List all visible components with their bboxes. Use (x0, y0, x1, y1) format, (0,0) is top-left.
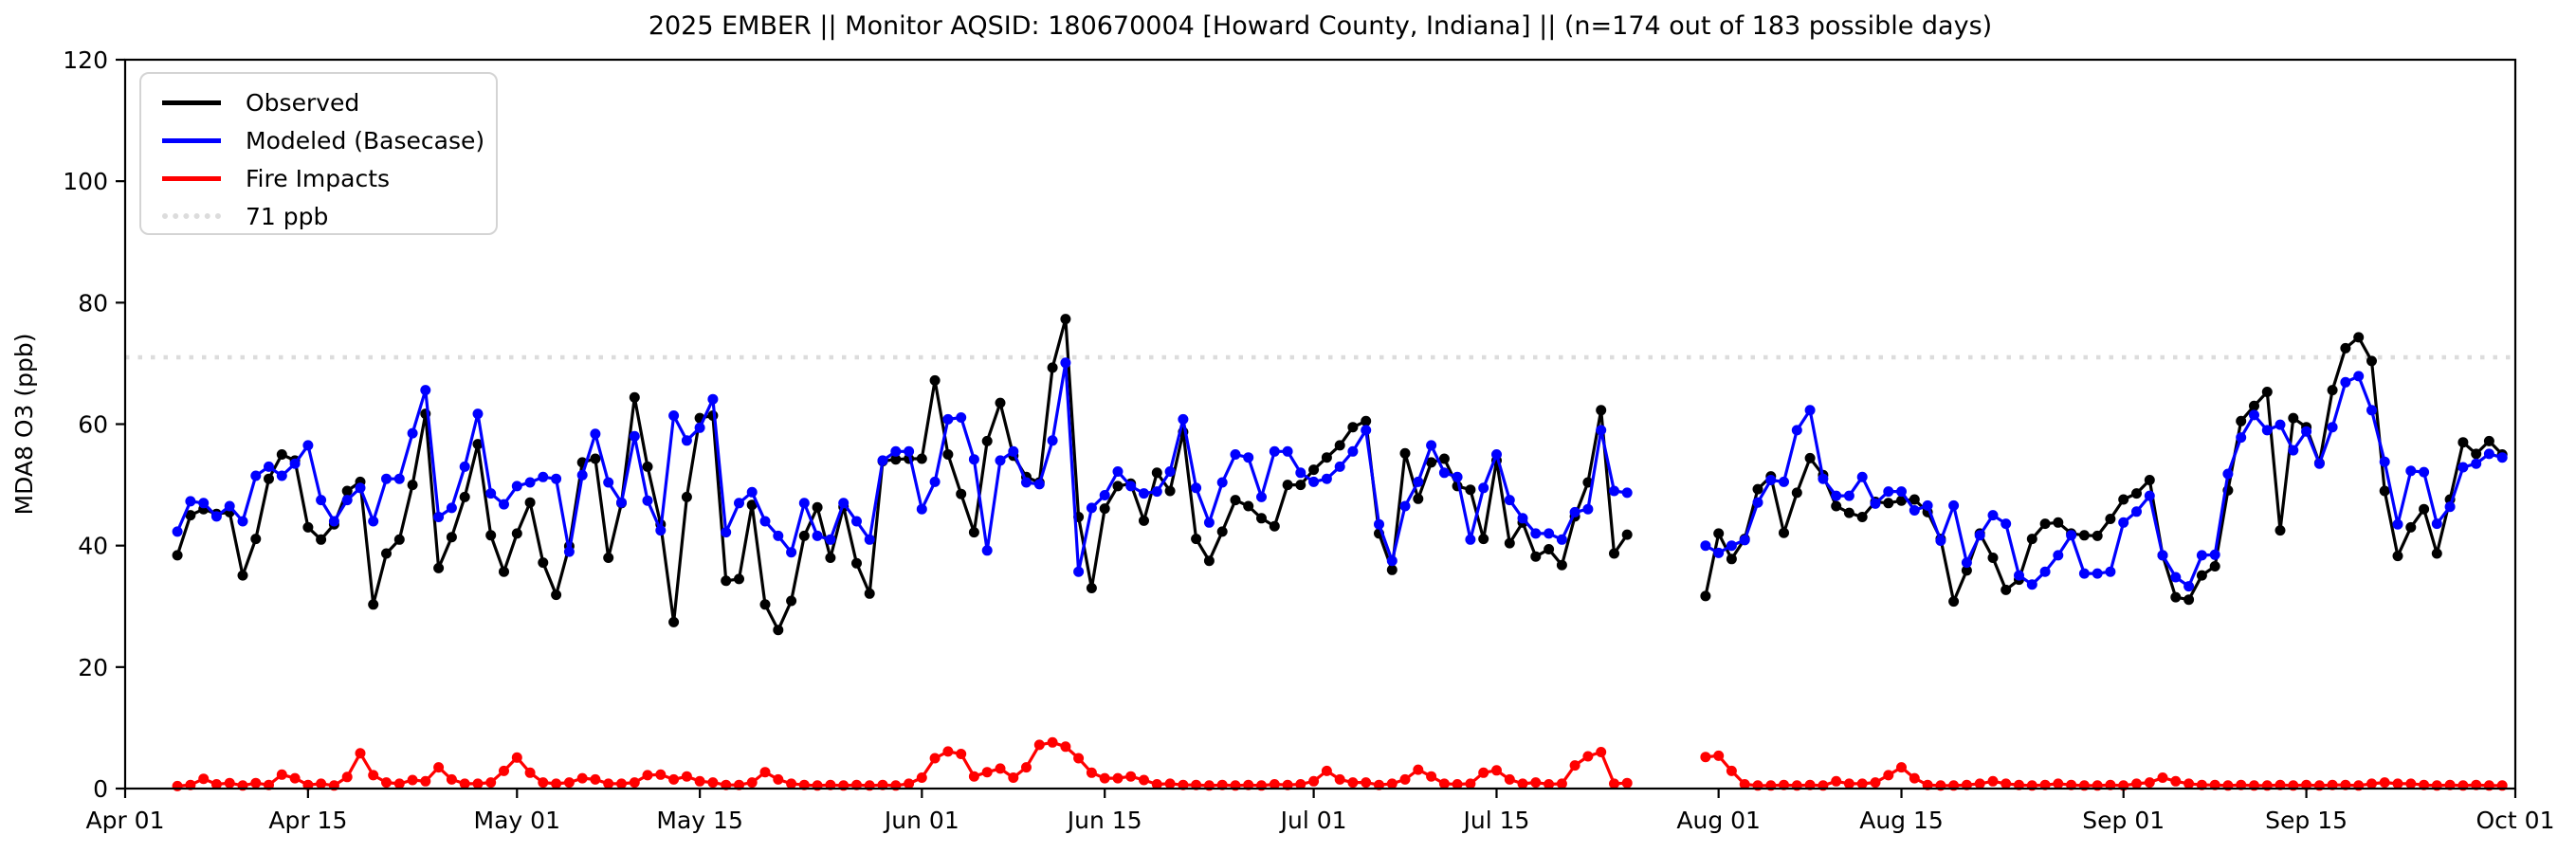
legend-item-fire-impacts: Fire Impacts (162, 159, 496, 197)
legend-item-observed: Observed (162, 83, 496, 121)
y-tick-label: 40 (78, 533, 108, 560)
legend-label: Fire Impacts (246, 164, 391, 192)
x-tick-label: Apr 01 (85, 807, 164, 834)
y-tick-label: 100 (63, 168, 108, 195)
legend-line-sample (162, 213, 221, 219)
x-tick-label: Jun 15 (1066, 807, 1142, 834)
legend-line-sample (162, 137, 221, 143)
legend-item-71-ppb: 71 ppb (162, 197, 496, 235)
legend-label: Modeled (Basecase) (246, 126, 485, 154)
legend-line-sample (162, 100, 221, 105)
observed-line (175, 318, 2504, 632)
x-tick-label: May 01 (474, 807, 560, 834)
y-tick-label: 20 (78, 654, 108, 681)
observed-markers (172, 314, 2508, 636)
y-tick-label: 80 (78, 289, 108, 317)
modeled-basecase-markers (172, 357, 2508, 592)
legend-label: Observed (246, 88, 360, 117)
legend-label: 71 ppb (246, 202, 329, 230)
legend-line-sample (162, 175, 221, 181)
x-tick-label: Apr 15 (268, 807, 347, 834)
chart-title: 2025 EMBER || Monitor AQSID: 180670004 [… (648, 11, 1993, 41)
y-tick-label: 120 (63, 46, 108, 74)
x-tick-label: Jul 15 (1462, 807, 1530, 834)
x-tick-label: Jul 01 (1279, 807, 1347, 834)
x-tick-label: Sep 15 (2265, 807, 2348, 834)
x-tick-label: Aug 15 (1859, 807, 1944, 834)
y-tick-label: 0 (93, 775, 108, 803)
fire-impacts-markers (172, 736, 2508, 791)
legend: Observed Modeled (Basecase) Fire Impacts 71… (139, 72, 498, 235)
y-axis-label: MDA8 O3 (ppb) (10, 334, 38, 516)
x-tick-label: May 15 (656, 807, 742, 834)
x-tick-label: Aug 01 (1676, 807, 1761, 834)
y-tick-label: 60 (78, 411, 108, 439)
x-tick-label: Sep 01 (2082, 807, 2165, 834)
x-tick-label: Oct 01 (2476, 807, 2555, 834)
x-tick-label: Jun 01 (883, 807, 959, 834)
modeled-basecase-line (175, 361, 2504, 589)
legend-item-modeled-basecase: Modeled (Basecase) (162, 121, 496, 159)
